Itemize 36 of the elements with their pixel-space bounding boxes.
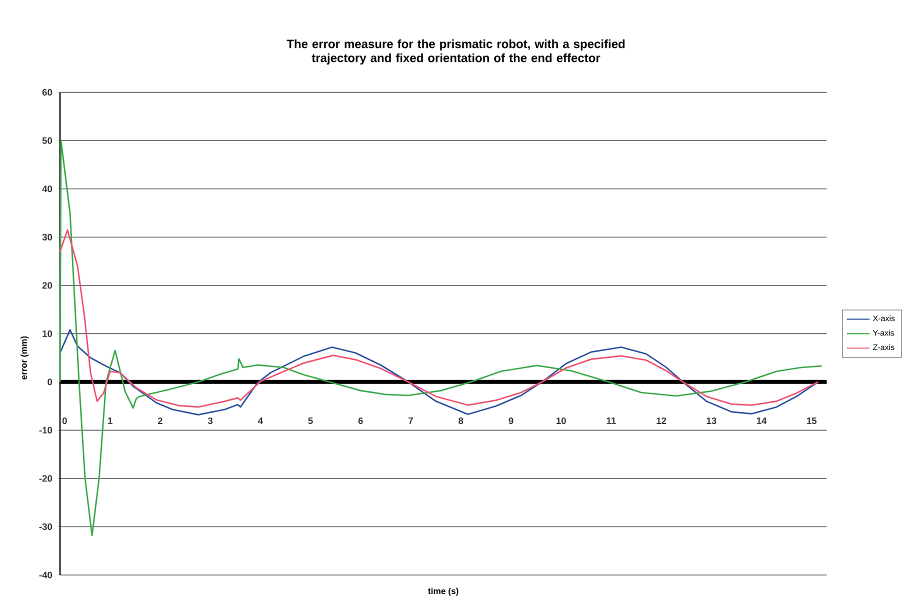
line-series <box>59 229 819 408</box>
x-tick-label: 9 <box>508 418 514 424</box>
y-tick-label: 30 <box>42 234 52 240</box>
y-tick-label: -10 <box>39 426 52 434</box>
chart-title: The error measure for the prismatic robot, with a specified trajectory and fixed orientation of the end effector <box>286 39 625 65</box>
y-tick-label: 10 <box>42 330 52 337</box>
x-tick-label: 14 <box>756 417 767 424</box>
x-tick-label: 6 <box>358 418 363 424</box>
x-tick-label: 12 <box>656 418 666 424</box>
y-tick-label: -30 <box>39 523 52 530</box>
legend-label: Z-axis <box>873 344 894 350</box>
line-series <box>59 329 819 416</box>
x-tick-label: 2 <box>158 418 162 424</box>
y-tick-label: 20 <box>42 282 52 289</box>
y-tick-label: 60 <box>42 89 52 96</box>
x-tick-label: 5 <box>308 417 313 424</box>
x-tick-label: 1 <box>108 417 112 424</box>
legend-label: X-axis <box>872 315 895 322</box>
x-tick-label: 13 <box>706 418 716 424</box>
x-tick-label: 4 <box>258 417 263 424</box>
y-axis-title: error (mm) <box>20 336 29 380</box>
line-series <box>59 140 822 536</box>
x-tick-label: 8 <box>458 418 464 424</box>
x-tick-label: 10 <box>556 418 566 424</box>
x-tick-label: 15 <box>807 417 817 424</box>
y-tick-label: -20 <box>39 475 52 482</box>
y-tick-label: 40 <box>42 186 52 192</box>
x-axis-title: time (s) <box>428 588 458 596</box>
y-tick-label: 50 <box>42 137 52 144</box>
x-tick-label: 7 <box>408 417 413 424</box>
y-tick-label: 0 <box>48 378 52 386</box>
x-tick-label: 0 <box>62 418 67 424</box>
x-tick-label: 3 <box>208 418 213 424</box>
y-tick-label: -40 <box>39 572 52 578</box>
x-tick-label: 11 <box>606 417 616 424</box>
legend-label: Y-axis <box>872 330 894 336</box>
